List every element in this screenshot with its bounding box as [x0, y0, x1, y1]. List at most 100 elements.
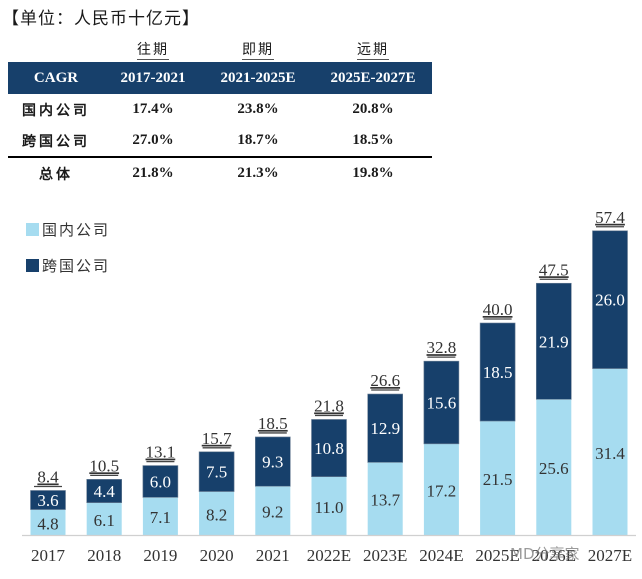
data-label-total: 40.0: [483, 300, 513, 319]
data-label-multinational: 6.0: [150, 472, 171, 491]
bar-multinational: [367, 393, 404, 463]
bars: 4.8 3.6 8.4 6.1 4.4 10.5 7.1 6.0 13.1 8.2 7.5 15.7 9…: [30, 208, 628, 535]
cell-value: 18.7%: [237, 132, 279, 148]
table-header-row: CAGR 2017-2021 2021-2025E 2025E-2027E: [8, 62, 432, 94]
data-label-total: 32.8: [427, 338, 457, 357]
data-label-multinational: 10.8: [314, 439, 344, 458]
cell-value: 21.8%: [104, 156, 202, 189]
data-label-domestic: 6.1: [94, 511, 115, 530]
x-tick-label: 2024E: [419, 546, 463, 565]
x-tick-label: 2022E: [307, 546, 351, 565]
x-tick-label: 2023E: [363, 546, 407, 565]
table-row-domestic: 国内公司 17.4% 23.8% 20.8%: [8, 94, 432, 125]
bar-domestic: [311, 476, 347, 535]
row-label: 国内公司: [22, 102, 90, 119]
watermark: MD分享家: [510, 545, 580, 563]
row-label: 跨国公司: [22, 133, 90, 150]
data-label-multinational: 15.6: [427, 394, 457, 413]
bar-domestic: [142, 497, 178, 535]
bar-domestic: [592, 368, 628, 535]
bar-multinational: [142, 465, 179, 498]
bar-domestic: [199, 491, 235, 535]
data-label-total: 57.4: [595, 208, 625, 227]
bar-multinational: [30, 490, 66, 510]
cell-value: 21.3%: [202, 156, 314, 189]
data-label-total: 13.1: [146, 443, 176, 462]
data-label-domestic: 13.7: [370, 491, 400, 510]
bar-domestic: [255, 486, 291, 535]
legend: 国内公司 跨国公司: [26, 221, 110, 275]
data-label-multinational: 26.0: [595, 291, 625, 310]
bar-domestic: [423, 443, 459, 535]
data-label-multinational: 18.5: [483, 363, 513, 382]
bar-domestic: [86, 502, 122, 535]
bar-domestic: [30, 509, 66, 535]
cell-value: 23.8%: [237, 101, 279, 117]
data-label-multinational: 9.3: [262, 453, 283, 472]
x-tick-label: 2026E: [532, 546, 576, 565]
bar-multinational: [535, 282, 572, 400]
header-cagr: CAGR: [8, 62, 104, 94]
data-label-total: 47.5: [539, 260, 569, 279]
x-tick-label: 2021: [256, 546, 290, 565]
bar-domestic: [367, 462, 403, 535]
unit-label: 【单位：人民币十亿元】: [2, 9, 200, 29]
data-label-multinational: 7.5: [206, 463, 227, 482]
data-label-total: 15.7: [202, 429, 232, 448]
bar-multinational: [479, 322, 516, 422]
cagr-table: 往期 即期 远期 CAGR 2017-2021 2021-2025E 2025E…: [8, 36, 432, 189]
cell-value: 17.4%: [132, 101, 174, 117]
x-tick-label: 2027E: [588, 546, 632, 565]
x-tick-labels: 2017 2018 2019 2020 2021 2022E 2023E 2024E 2025E…: [31, 546, 632, 565]
cell-value: 19.8%: [314, 156, 432, 189]
bar-multinational: [198, 451, 235, 492]
cell-value: 27.0%: [132, 132, 174, 148]
x-tick-label: 2025E: [475, 546, 519, 565]
data-label-multinational: 12.9: [370, 419, 400, 438]
bar-multinational: [592, 230, 628, 369]
x-tick-label: 2019: [143, 546, 177, 565]
x-tick-label: 2017: [31, 546, 66, 565]
data-label-domestic: 9.2: [262, 503, 283, 522]
data-label-multinational: 3.6: [37, 491, 58, 510]
data-label-domestic: 17.2: [427, 481, 457, 500]
bar-multinational: [311, 419, 347, 477]
data-label-domestic: 8.2: [206, 505, 227, 524]
data-label-multinational: 4.4: [94, 482, 116, 501]
data-label-total: 26.6: [370, 371, 400, 390]
data-label-multinational: 21.9: [539, 332, 569, 351]
period-future: 远期: [357, 42, 389, 60]
data-label-domestic: 11.0: [314, 498, 343, 517]
row-label: 总体: [8, 156, 104, 189]
bar-multinational: [86, 479, 122, 503]
x-tick-label: 2018: [87, 546, 121, 565]
period-past: 往期: [137, 42, 169, 60]
legend-label-domestic: 国内公司: [42, 221, 110, 239]
legend-swatch-domestic: [26, 223, 39, 236]
data-label-total: 10.5: [89, 456, 119, 475]
data-label-total: 21.8: [314, 396, 344, 415]
legend-label-multinational: 跨国公司: [42, 257, 110, 275]
bar-domestic: [536, 399, 572, 535]
header-2021-2025e: 2021-2025E: [202, 62, 314, 94]
cell-value: 18.5%: [352, 132, 394, 148]
data-label-domestic: 31.4: [595, 444, 625, 463]
x-tick-label: 2020: [200, 546, 234, 565]
cell-value: 20.8%: [352, 101, 394, 117]
bar-domestic: [480, 421, 516, 535]
data-label-total: 8.4: [37, 467, 59, 486]
legend-swatch-multinational: [26, 259, 39, 272]
data-label-domestic: 25.6: [539, 459, 569, 478]
header-2025e-2027e: 2025E-2027E: [314, 62, 432, 94]
bar-multinational: [423, 360, 460, 445]
data-label-total: 18.5: [258, 414, 288, 433]
data-label-domestic: 21.5: [483, 470, 513, 489]
table-row-multinational: 跨国公司 27.0% 18.7% 18.5%: [8, 125, 432, 157]
bar-multinational: [255, 436, 291, 487]
header-2017-2021: 2017-2021: [104, 62, 202, 94]
table-row-total: 总体 21.8% 21.3% 19.8%: [8, 156, 432, 189]
data-label-domestic: 7.1: [150, 508, 171, 527]
period-current: 即期: [242, 42, 274, 60]
period-row: 往期 即期 远期: [8, 36, 432, 62]
